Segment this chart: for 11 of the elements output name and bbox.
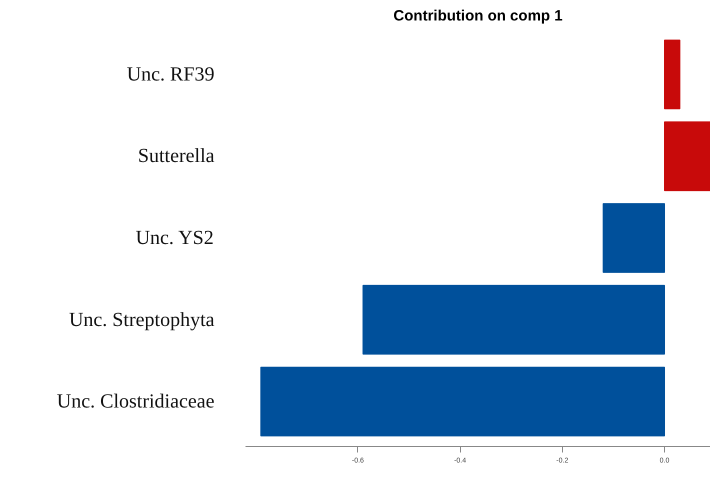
y-tick-label: Unc. Streptophyta (68, 308, 215, 331)
y-tick-label: Unc. YS2 (136, 227, 214, 249)
chart-title: Contribution on comp 1 (393, 8, 563, 24)
bar (664, 121, 710, 192)
bar (362, 284, 666, 355)
y-tick-label: Unc. RF39 (126, 63, 215, 86)
bar (602, 203, 666, 273)
bar (260, 366, 666, 436)
bar (664, 40, 680, 110)
y-tick-label: Unc. Clostridiaceae (56, 390, 215, 413)
y-tick-label: Sutterella (138, 145, 215, 168)
